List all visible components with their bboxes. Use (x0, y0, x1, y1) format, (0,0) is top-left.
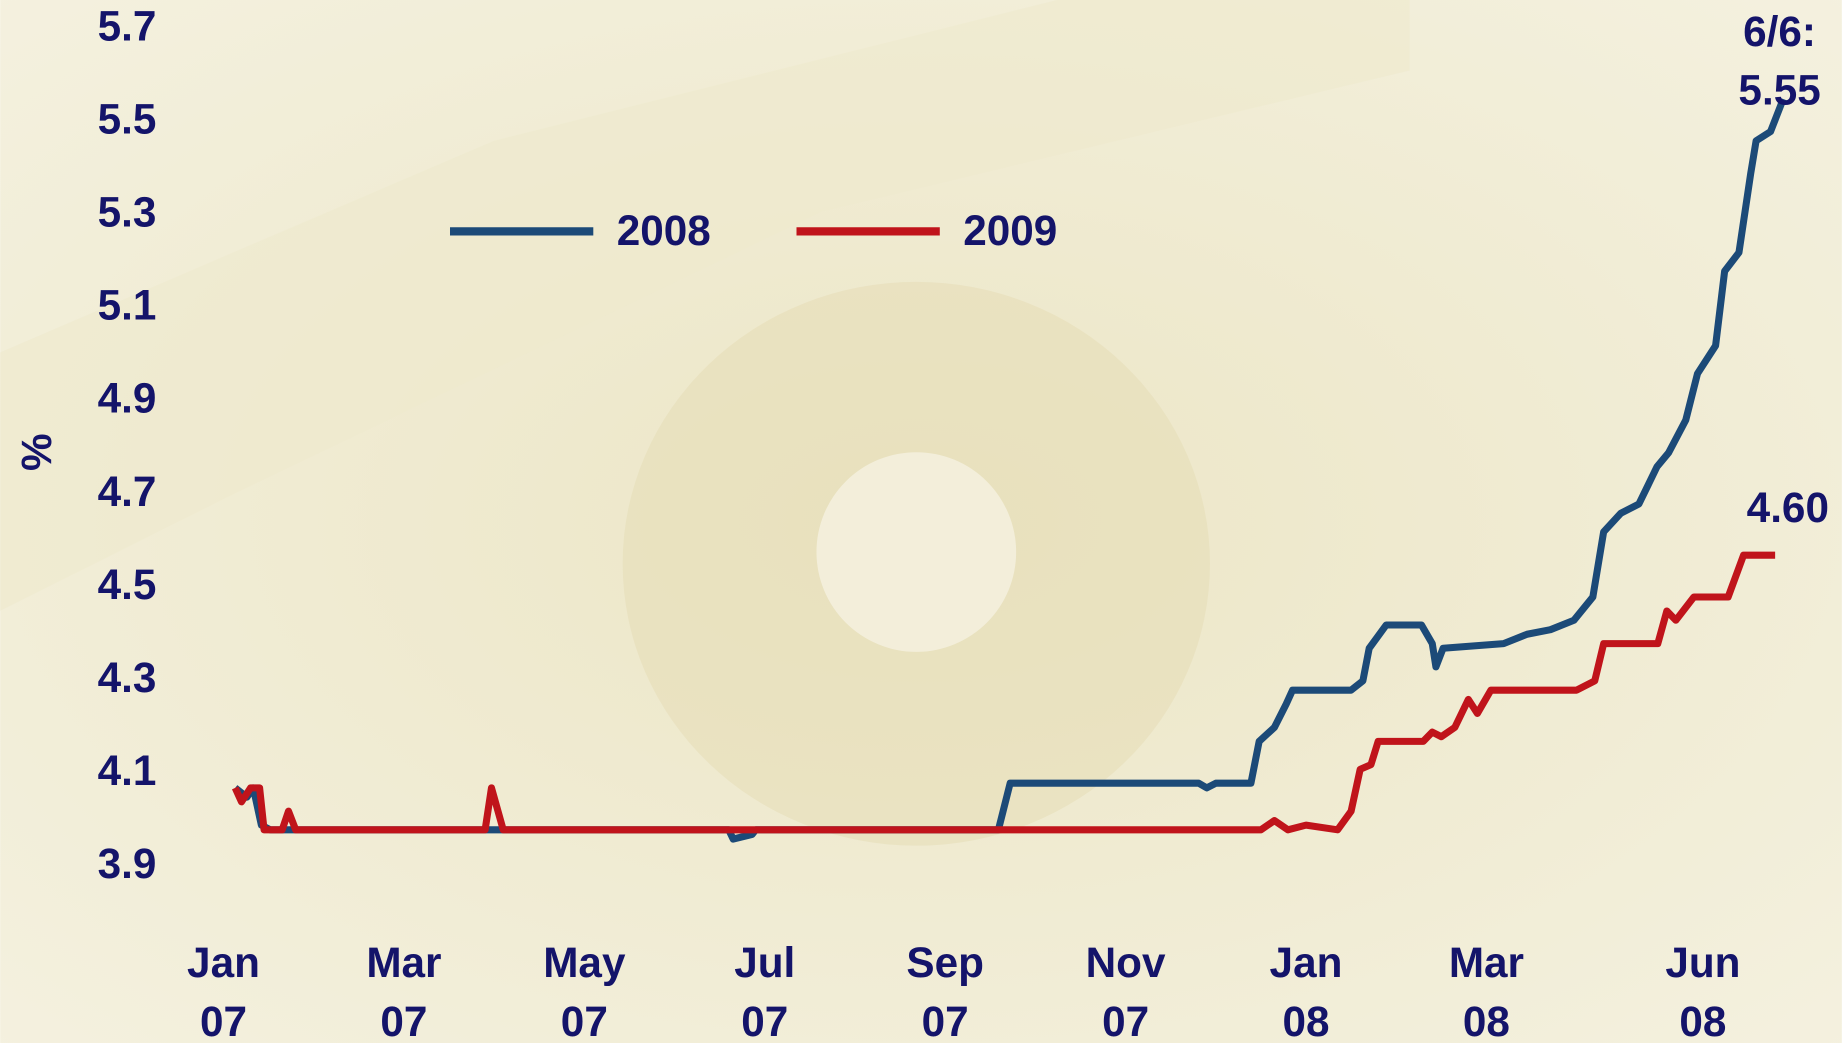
y-tick-label: 3.9 (98, 840, 157, 887)
x-tick-label: Jun 08 (1665, 938, 1741, 1043)
x-tick-label-box: Jul 07 (734, 938, 796, 1043)
data-line (231, 551, 1776, 834)
x-tick-label-box: Jan 08 (1269, 938, 1343, 1043)
x-tick-label: Sep 07 (906, 938, 984, 1043)
y-tick-label: 5.7 (98, 2, 157, 49)
y-tick-label: 5.5 (98, 95, 157, 142)
legend-label: 2008 (617, 207, 711, 254)
x-tick-label-box: Jan 07 (187, 938, 260, 1043)
x-tick-label: Jul 07 (734, 938, 796, 1043)
x-tick-label-box: Nov 07 (1085, 938, 1166, 1043)
x-tick-label: Nov 07 (1085, 938, 1166, 1043)
annotation: 4.60 (1747, 484, 1829, 531)
x-tick-label-box: Mar 07 (366, 938, 442, 1043)
background-band (0, 0, 1410, 611)
annotation-box: 6/6: 5.55 (1738, 7, 1821, 114)
annotation: 6/6: 5.55 (1738, 7, 1821, 114)
y-tick-label: 4.9 (98, 375, 157, 422)
x-tick-label: Jan 07 (187, 938, 260, 1043)
x-tick-label: Jan 08 (1269, 938, 1343, 1043)
y-axis-label: % (13, 433, 60, 471)
x-tick-label: Mar 07 (366, 938, 442, 1043)
y-tick-label: 5.1 (98, 282, 157, 329)
x-tick-label-box: Mar 08 (1448, 938, 1525, 1043)
y-tick-label: 4.3 (98, 654, 157, 701)
x-tick-label-box: Sep 07 (906, 938, 984, 1043)
background-seal-center (816, 452, 1017, 652)
y-tick-label: 4.7 (98, 468, 157, 515)
x-tick-label-box: May 07 (543, 938, 626, 1043)
y-tick-label: 5.3 (98, 189, 157, 236)
x-tick-label: Mar 08 (1448, 938, 1525, 1043)
y-tick-label: 4.5 (98, 561, 157, 608)
y-tick-label: 4.1 (98, 747, 157, 794)
x-tick-label-box: Jun 08 (1665, 938, 1741, 1043)
x-tick-label: May 07 (543, 938, 626, 1043)
legend-label: 2009 (963, 207, 1057, 254)
